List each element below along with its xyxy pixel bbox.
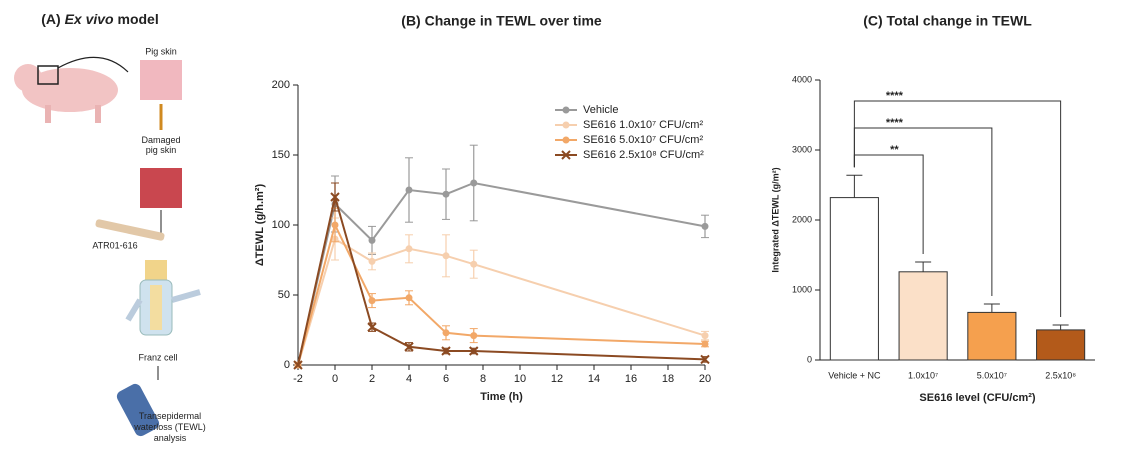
title-italic: Ex vivo (65, 11, 114, 27)
marker (442, 252, 450, 260)
x-tick-label: 6 (443, 373, 449, 385)
marker (470, 260, 478, 268)
label: ATR01-616 (92, 240, 137, 250)
x-tick-label: -2 (293, 373, 303, 385)
marker (442, 190, 450, 198)
series-line (297, 237, 706, 366)
label: Transepidermal waterloss (TEWL) analysis (133, 411, 206, 443)
y-tick-label: 0 (807, 354, 812, 364)
legend-marker (562, 136, 570, 144)
pipette (95, 219, 165, 241)
franz-cell (125, 260, 201, 336)
marker (469, 346, 479, 356)
x-tick-label: 20 (699, 373, 711, 385)
y-tick-label: 100 (272, 219, 290, 231)
marker (470, 332, 478, 340)
label: Damaged pig skin (141, 135, 180, 155)
marker (701, 332, 709, 340)
y-tick-label: 4000 (792, 74, 812, 84)
title-prefix: (A) (41, 11, 60, 27)
legend-marker (562, 106, 570, 114)
x-tick-label: 14 (588, 373, 600, 385)
significance-label: ** (890, 144, 899, 156)
marker (405, 186, 413, 194)
legend-marker (561, 150, 571, 160)
marker (367, 322, 377, 332)
pig-skin (140, 60, 182, 100)
tewl-device (116, 383, 160, 437)
x-tick-label: 5.0x10⁷ (977, 370, 1007, 380)
bar (1036, 329, 1086, 361)
y-tick-label: 50 (278, 289, 290, 301)
bar (898, 271, 948, 361)
y-tick-label: 1000 (792, 284, 812, 294)
marker (442, 329, 450, 337)
x-tick-label: 8 (480, 373, 486, 385)
legend-label: SE616 5.0x10⁷ CFU/cm² (583, 134, 703, 146)
x-tick-label: 16 (625, 373, 637, 385)
legend-label: SE616 2.5x10⁸ CFU/cm² (583, 149, 704, 161)
y-tick-label: 2000 (792, 214, 812, 224)
x-tick-label: Vehicle + NC (828, 370, 881, 380)
x-tick-label: 18 (662, 373, 674, 385)
marker (405, 245, 413, 253)
y-tick-label: 200 (272, 79, 290, 91)
marker (368, 236, 376, 244)
x-tick-label: 10 (514, 373, 526, 385)
x-tick-label: 0 (332, 373, 338, 385)
significance-label: **** (886, 90, 904, 102)
marker (331, 221, 339, 229)
significance-bracket (853, 100, 1062, 317)
legend-marker (562, 121, 570, 129)
marker (368, 297, 376, 305)
chart-title: (C) Total change in TEWL (863, 13, 1032, 29)
x-tick-label: 4 (406, 373, 412, 385)
x-axis-label: SE616 level (CFU/cm²) (919, 392, 1035, 404)
y-tick-label: 0 (284, 359, 290, 371)
marker (368, 257, 376, 265)
marker (405, 294, 413, 302)
marker (470, 179, 478, 187)
chart-title: (B) Change in TEWL over time (401, 13, 602, 29)
marker (404, 342, 414, 352)
title-suffix: model (118, 11, 159, 27)
series-line (297, 196, 706, 366)
marker (700, 354, 710, 365)
label: Pig skin (145, 46, 177, 56)
legend-label: SE616 1.0x10⁷ CFU/cm² (583, 119, 703, 131)
label: Franz cell (138, 352, 177, 362)
panel-a-title: (A) Ex vivo model (41, 11, 158, 27)
y-tick-label: 3000 (792, 144, 812, 154)
bar (967, 311, 1017, 361)
y-axis-label: Integrated ΔTEWL (g/m²) (770, 167, 780, 272)
y-axis-label: ΔTEWL (g/h.m²) (254, 184, 266, 267)
marker (330, 192, 340, 202)
x-tick-label: 1.0x10⁷ (908, 370, 938, 380)
pig (14, 56, 129, 123)
x-tick-label: 2.5x10⁸ (1045, 370, 1076, 380)
bar (829, 197, 879, 361)
y-tick-label: 150 (272, 149, 290, 161)
damaged-skin (140, 168, 182, 208)
legend-label: Vehicle (583, 104, 618, 116)
x-tick-label: 2 (369, 373, 375, 385)
series-line (297, 222, 706, 366)
marker (441, 346, 451, 356)
x-axis-label: Time (h) (480, 391, 523, 403)
marker (293, 360, 303, 370)
x-tick-label: 12 (551, 373, 563, 385)
marker (701, 222, 709, 230)
significance-label: **** (886, 117, 904, 129)
marker (701, 340, 709, 348)
